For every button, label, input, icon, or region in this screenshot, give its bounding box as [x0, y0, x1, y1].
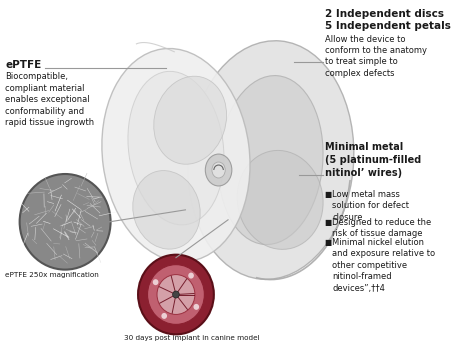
Text: Low metal mass
solution for defect
closure: Low metal mass solution for defect closu… [332, 190, 409, 222]
Text: ePTFE 250x magnification: ePTFE 250x magnification [5, 271, 99, 278]
Circle shape [138, 255, 214, 334]
Ellipse shape [133, 171, 200, 249]
Circle shape [188, 272, 194, 279]
Text: Biocompatible,
compliant material
enables exceptional
conformability and
rapid t: Biocompatible, compliant material enable… [5, 72, 94, 127]
Ellipse shape [212, 162, 225, 178]
Circle shape [157, 275, 195, 315]
Circle shape [161, 313, 167, 319]
Text: ■: ■ [325, 238, 332, 247]
Text: ■: ■ [325, 190, 332, 199]
Ellipse shape [237, 150, 323, 250]
Text: ePTFE: ePTFE [5, 61, 42, 70]
Circle shape [173, 291, 179, 298]
Text: ■: ■ [325, 218, 332, 227]
Text: Minimal metal
(5 platinum-filled
nitinol’ wires): Minimal metal (5 platinum-filled nitinol… [325, 142, 421, 178]
Ellipse shape [205, 154, 232, 186]
Ellipse shape [188, 41, 354, 279]
Text: Allow the device to
conform to the anatomy
to treat simple to
complex defects: Allow the device to conform to the anato… [325, 34, 427, 78]
Text: Designed to reduce the
risk of tissue damage: Designed to reduce the risk of tissue da… [332, 218, 431, 238]
Ellipse shape [154, 76, 227, 164]
Circle shape [193, 304, 199, 310]
Ellipse shape [219, 76, 323, 245]
Circle shape [153, 279, 158, 285]
Ellipse shape [128, 71, 224, 225]
Ellipse shape [102, 48, 250, 262]
Text: 30 days post implant in canine model: 30 days post implant in canine model [124, 335, 259, 341]
Text: Minimal nickel elution
and exposure relative to
other competitive
nitinol-framed: Minimal nickel elution and exposure rela… [332, 238, 436, 293]
Text: 2 Independent discs: 2 Independent discs [325, 9, 444, 19]
Circle shape [19, 174, 110, 270]
Text: 5 Independent petals: 5 Independent petals [325, 21, 451, 31]
Circle shape [147, 264, 204, 324]
